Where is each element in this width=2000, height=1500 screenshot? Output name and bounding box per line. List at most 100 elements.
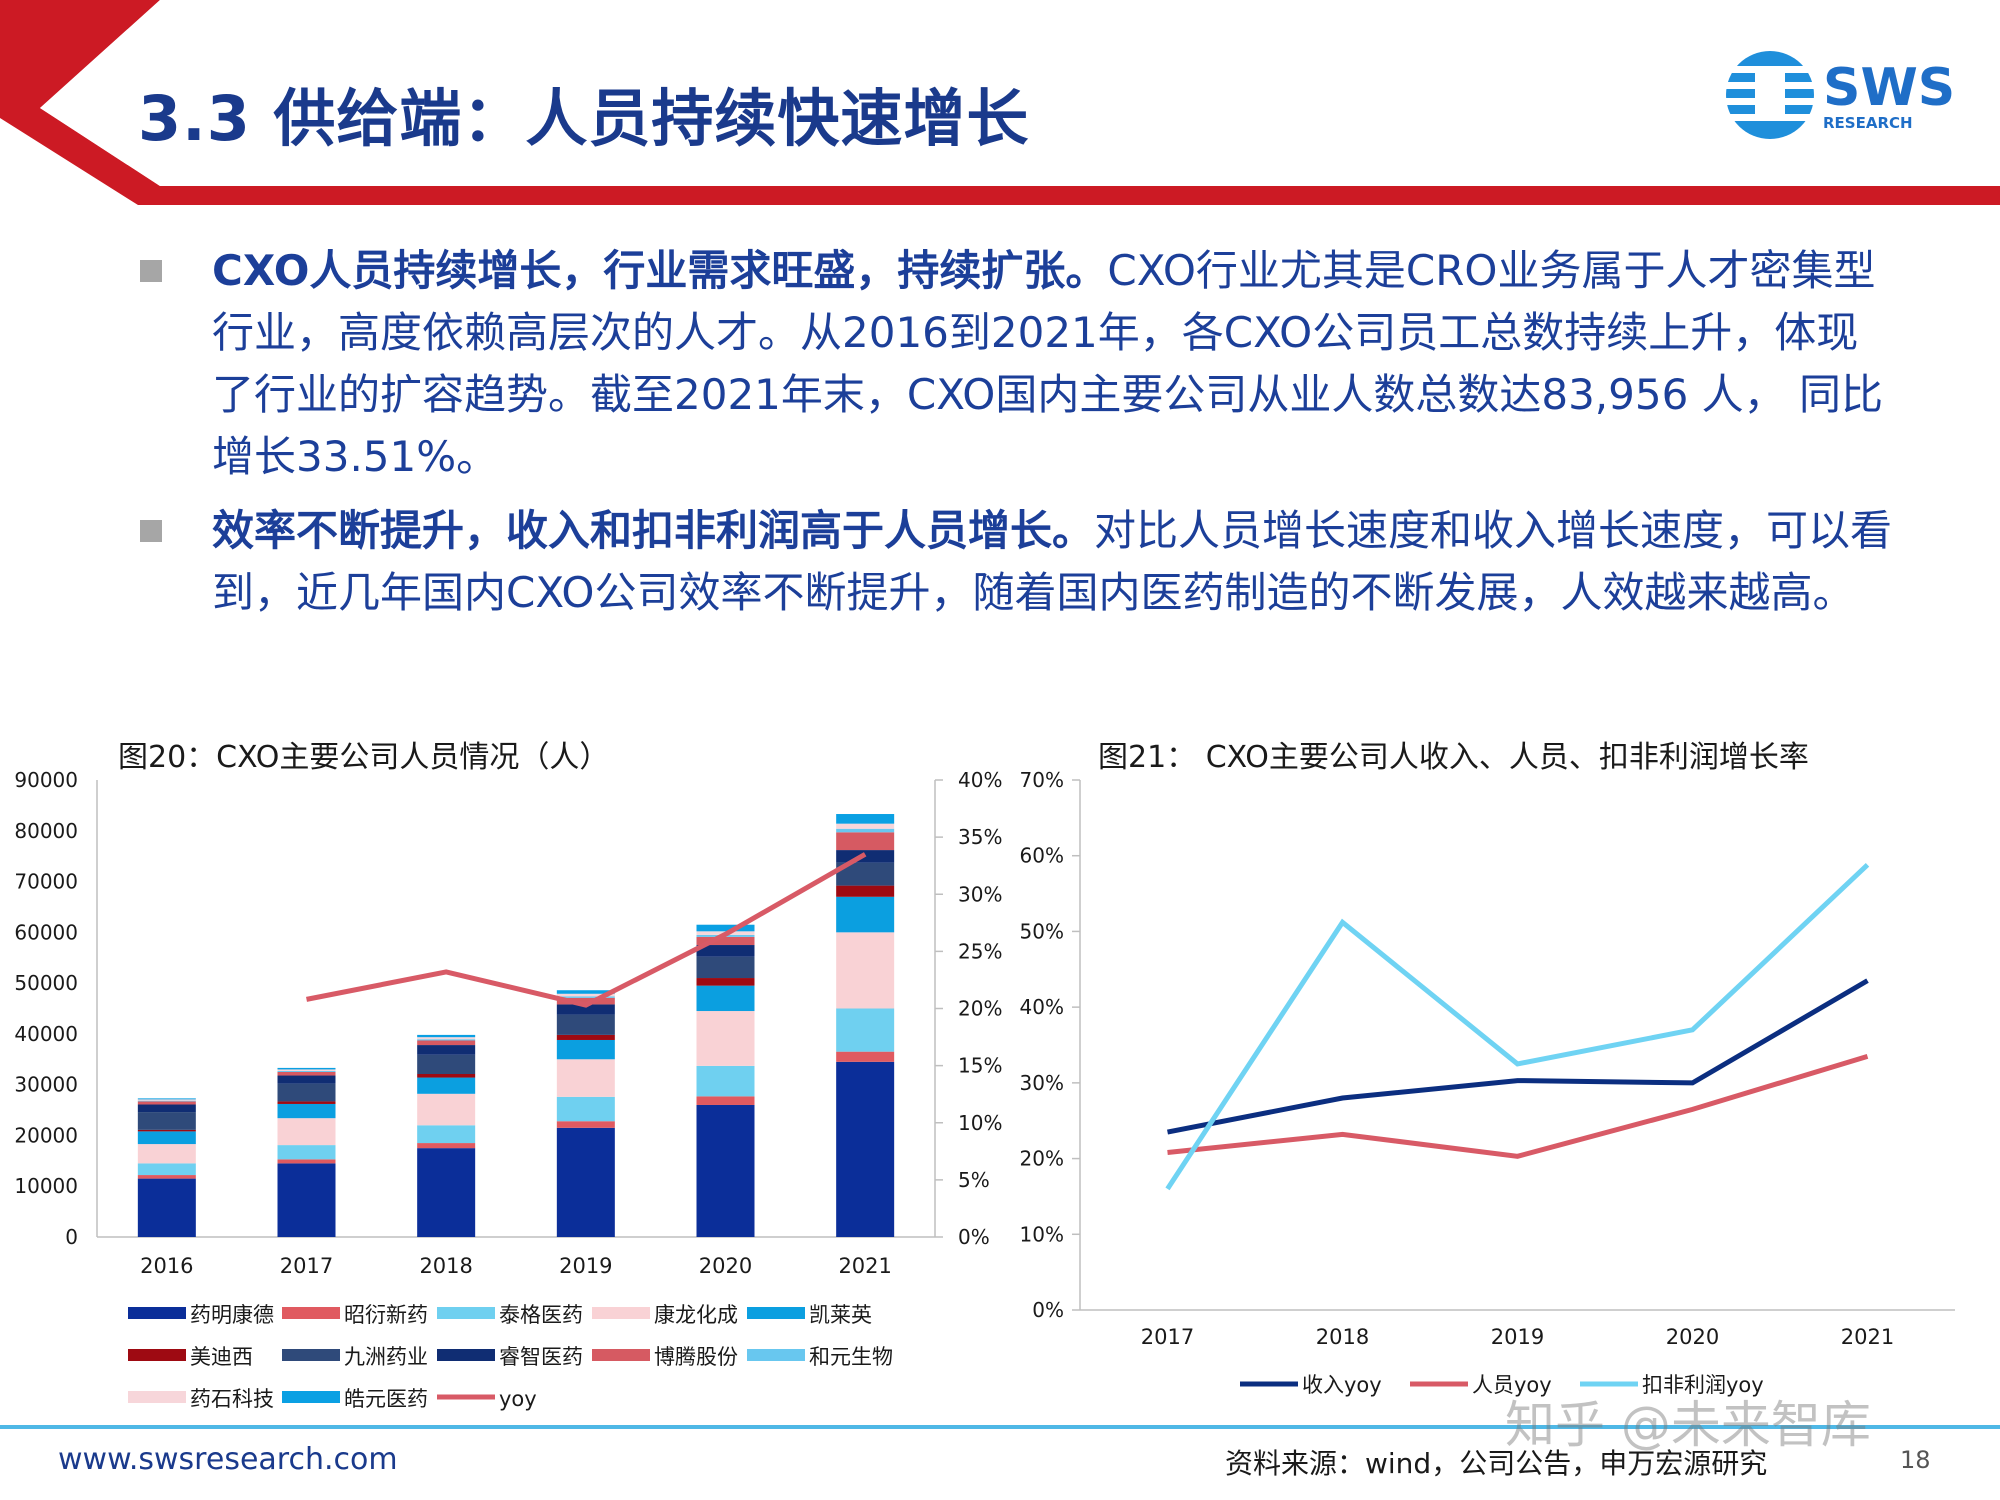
bar-segment	[836, 862, 895, 886]
bar-segment	[277, 1067, 336, 1070]
y-tick-label: 40%	[1020, 995, 1064, 1019]
bar-segment	[137, 1178, 196, 1237]
legend-label: 药石科技	[190, 1387, 274, 1411]
bullet-square-icon	[140, 260, 162, 282]
legend-swatch	[747, 1307, 805, 1319]
bar-segment	[836, 828, 895, 833]
bar-segment	[277, 1145, 336, 1160]
bar-segment	[277, 1075, 336, 1084]
header-banner	[0, 0, 2000, 205]
legend-label: 美迪西	[190, 1345, 253, 1369]
legend-label: 康龙化成	[654, 1303, 738, 1327]
legend-label: 睿智医药	[499, 1345, 583, 1369]
bar-segment	[556, 1059, 615, 1097]
x-tick-label: 2019	[1491, 1325, 1544, 1349]
footer-divider	[0, 1425, 2000, 1429]
x-tick-label: 2016	[140, 1254, 193, 1278]
footer-url-link[interactable]: www.swsresearch.com	[58, 1442, 398, 1477]
bullet-body: CXO行业尤其是CRO业务属于人才密集型行业，高度依赖高层次的人才。从2016到…	[212, 246, 1884, 481]
legend-label: 昭衍新药	[344, 1303, 428, 1327]
bar-segment	[696, 936, 755, 946]
bar-segment	[277, 1070, 336, 1072]
legend-swatch	[592, 1349, 650, 1361]
footer-source: 资料来源：wind，公司公告，申万宏源研究	[1225, 1447, 1768, 1480]
page-title: 3.3 供给端：人员持续快速增长	[138, 82, 1030, 155]
bar-segment	[417, 1045, 476, 1055]
bullet-bold-lead: CXO人员持续增长，行业需求旺盛，持续扩张。	[212, 246, 1108, 295]
x-tick-label: 2020	[1666, 1325, 1719, 1349]
bar-segment	[696, 956, 755, 979]
bar-segment	[556, 993, 615, 997]
y2-tick-label: 5%	[958, 1168, 990, 1192]
legend-label: 收入yoy	[1302, 1373, 1382, 1397]
bar-segment	[417, 1039, 476, 1041]
logo-text: SWS	[1823, 58, 1956, 118]
y-tick-label: 70000	[14, 870, 78, 894]
bar-segment	[696, 978, 755, 986]
legend-swatch	[282, 1307, 340, 1319]
sws-logo-icon	[1726, 51, 1814, 139]
bar-segment	[556, 1127, 615, 1237]
bar-segment	[556, 1039, 615, 1060]
legend-swatch	[128, 1349, 186, 1361]
bullet-text: 效率不断提升，收入和扣非利润高于人员增长。对比人员增长速度和收入增长速度，可以看…	[212, 500, 1900, 624]
x-tick-label: 2021	[838, 1254, 891, 1278]
y2-tick-label: 15%	[958, 1054, 1002, 1078]
bar-segment	[696, 1011, 755, 1066]
bar-segment	[277, 1103, 336, 1119]
bar-segment	[417, 1054, 476, 1075]
bar-segment	[696, 945, 755, 957]
legend-swatch	[128, 1391, 186, 1403]
bar-segment	[556, 1014, 615, 1035]
bar-segment	[417, 1077, 476, 1094]
bar-segment	[696, 924, 755, 932]
bar-segment	[277, 1083, 336, 1102]
y-tick-label: 60000	[14, 920, 78, 944]
bar-segment	[836, 896, 895, 933]
bar-segment	[137, 1098, 196, 1100]
bar-segment	[556, 1004, 615, 1015]
legend-label: 泰格医药	[499, 1303, 583, 1327]
x-tick-label: 2017	[280, 1254, 333, 1278]
legend-label: 凯莱英	[809, 1303, 872, 1327]
bar-segment	[836, 1008, 895, 1052]
y-tick-label: 90000	[14, 768, 78, 792]
logo-subtext: RESEARCH	[1823, 114, 1913, 132]
bar-segment	[836, 832, 895, 851]
legend-label: 九洲药业	[344, 1345, 428, 1369]
bar-segment	[137, 1131, 196, 1145]
y2-tick-label: 35%	[958, 825, 1002, 849]
bar-segment	[836, 1051, 895, 1062]
bar-segment	[137, 1101, 196, 1105]
legend-swatch	[437, 1349, 495, 1361]
bar-segment	[696, 1065, 755, 1097]
bar-segment	[556, 1034, 615, 1040]
y2-tick-label: 40%	[958, 768, 1002, 792]
bar-segment	[836, 885, 895, 897]
bar-segment	[696, 985, 755, 1012]
bullet-point-1: CXO人员持续增长，行业需求旺盛，持续扩张。CXO行业尤其是CRO业务属于人才密…	[140, 240, 1900, 488]
bar-segment	[277, 1101, 336, 1104]
y-tick-label: 10%	[1020, 1222, 1064, 1246]
bar-segment	[417, 1034, 476, 1038]
legend-swatch	[437, 1307, 495, 1319]
legend-swatch	[282, 1391, 340, 1403]
bar-segment	[696, 934, 755, 937]
y-tick-label: 0	[65, 1225, 78, 1249]
y-tick-label: 70%	[1020, 768, 1064, 792]
y2-tick-label: 30%	[958, 882, 1002, 906]
x-tick-label: 2019	[559, 1254, 612, 1278]
page-number: 18	[1900, 1446, 1931, 1474]
bar-segment	[556, 1121, 615, 1128]
bar-segment	[417, 1093, 476, 1126]
bar-segment	[836, 850, 895, 863]
bar-segment	[137, 1144, 196, 1164]
y-tick-label: 50%	[1020, 919, 1064, 943]
y-tick-label: 60%	[1020, 844, 1064, 868]
bullet-square-icon	[140, 520, 162, 542]
bar-segment	[556, 996, 615, 998]
bar-segment	[836, 1061, 895, 1237]
legend-label: yoy	[499, 1387, 537, 1411]
bar-segment	[137, 1104, 196, 1113]
y2-tick-label: 25%	[958, 939, 1002, 963]
